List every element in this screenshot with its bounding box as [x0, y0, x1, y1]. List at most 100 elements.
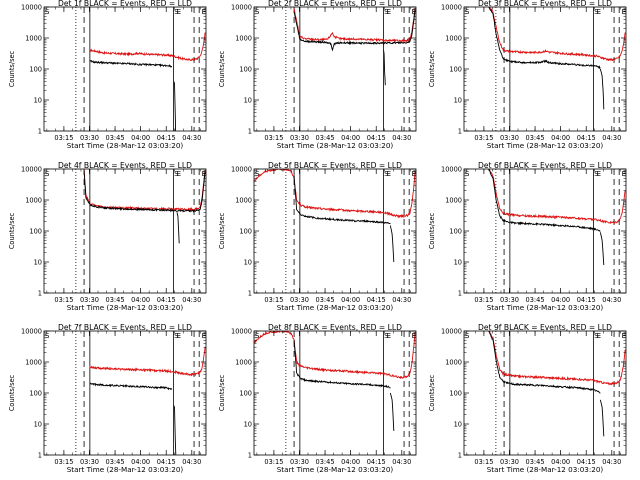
y-tick-label: 1000	[235, 358, 252, 366]
x-tick-label: 04:30	[392, 296, 411, 304]
y-tick-label: 1000	[25, 34, 42, 42]
y-tick-label: 10	[34, 420, 42, 428]
events-tail-line	[600, 232, 603, 265]
lld-series-line	[84, 169, 205, 210]
y-tick-label: 100	[29, 227, 42, 235]
x-tick-label: 04:30	[602, 296, 621, 304]
x-axis-label: Start Time (28-Mar-12 03:03:20)	[487, 303, 604, 312]
y-axis-label: Counts/sec	[218, 374, 226, 411]
y-axis-label: Counts/sec	[218, 212, 226, 249]
y-tick-label: 1000	[445, 34, 462, 42]
y-tick-label: 10	[454, 420, 462, 428]
plot-frame	[464, 7, 626, 131]
plot-frame	[254, 331, 416, 455]
y-tick-label: 10000	[21, 165, 42, 173]
events-tail-line	[600, 69, 603, 109]
events-series-line	[294, 175, 390, 224]
events-series-line	[90, 61, 172, 68]
y-tick-label: 10	[244, 96, 252, 104]
y-tick-label: 100	[239, 65, 252, 73]
plot-frame	[254, 7, 416, 131]
x-axis-label: Start Time (28-Mar-12 03:03:20)	[487, 141, 604, 150]
y-tick-label: 10000	[231, 327, 252, 335]
panel-det-4f: Det 4f BLACK = Events, RED = LLDS SE E1101…	[8, 161, 206, 312]
e-marker: E	[177, 170, 181, 178]
y-tick-label: 10	[454, 258, 462, 266]
events-tail-line	[390, 226, 393, 263]
e-marker: E	[387, 8, 391, 16]
y-tick-label: 1000	[25, 358, 42, 366]
y-tick-label: 10000	[21, 327, 42, 335]
lld-series-line	[294, 8, 415, 41]
events-series-line	[84, 170, 205, 212]
x-axis-label: Start Time (28-Mar-12 03:03:20)	[487, 465, 604, 474]
y-tick-label: 10	[34, 258, 42, 266]
y-tick-label: 1000	[445, 196, 462, 204]
events-series-line	[90, 383, 172, 389]
y-tick-label: 10000	[231, 165, 252, 173]
y-axis-label: Counts/sec	[428, 212, 436, 249]
e-marker: E	[177, 8, 181, 16]
e-marker: E	[597, 170, 601, 178]
y-tick-label: 100	[449, 65, 462, 73]
y-tick-label: 1	[248, 289, 252, 297]
x-tick-label: 04:30	[182, 296, 201, 304]
events-series-line	[294, 10, 415, 50]
e-marker: E	[597, 8, 601, 16]
y-tick-label: 100	[29, 65, 42, 73]
y-axis-label: Counts/sec	[428, 374, 436, 411]
events-series-line	[294, 340, 390, 388]
y-tick-label: 1	[248, 451, 252, 459]
e-marker: E	[597, 332, 601, 340]
x-axis-label: Start Time (28-Mar-12 03:03:20)	[67, 141, 184, 150]
y-tick-label: 1	[248, 127, 252, 135]
y-axis-label: Counts/sec	[8, 212, 16, 249]
events-series-line	[489, 169, 601, 231]
y-axis-label: Counts/sec	[428, 50, 436, 87]
y-tick-label: 100	[449, 227, 462, 235]
e-marker: E	[177, 332, 181, 340]
y-tick-label: 1	[458, 451, 462, 459]
y-tick-label: 100	[449, 389, 462, 397]
x-tick-label: 04:30	[392, 458, 411, 466]
events-tail-line	[600, 400, 603, 436]
lld-series-line	[489, 6, 625, 60]
plot-frame	[44, 331, 206, 455]
x-axis-label: Start Time (28-Mar-12 03:03:20)	[277, 141, 394, 150]
y-tick-label: 10	[244, 258, 252, 266]
events-tail-line	[390, 393, 393, 431]
panel-det-5f: Det 5f BLACK = Events, RED = LLDS SE E1101…	[218, 161, 416, 312]
plot-frame	[44, 7, 206, 131]
y-tick-label: 1000	[235, 196, 252, 204]
x-axis-label: Start Time (28-Mar-12 03:03:20)	[277, 465, 394, 474]
x-axis-label: Start Time (28-Mar-12 03:03:20)	[67, 303, 184, 312]
events-series-line	[489, 7, 601, 68]
x-tick-label: 04:30	[182, 458, 201, 466]
lld-series-line	[90, 33, 205, 61]
e-marker: E	[387, 170, 391, 178]
y-tick-label: 1000	[445, 358, 462, 366]
lld-series-line	[489, 169, 625, 223]
lld-series-line	[90, 347, 205, 375]
x-tick-label: 04:30	[392, 134, 411, 142]
y-tick-label: 100	[29, 389, 42, 397]
y-axis-label: Counts/sec	[218, 50, 226, 87]
x-axis-label: Start Time (28-Mar-12 03:03:20)	[67, 465, 184, 474]
lld-series-line	[489, 331, 625, 385]
x-axis-label: Start Time (28-Mar-12 03:03:20)	[277, 303, 394, 312]
plot-frame	[44, 169, 206, 293]
y-tick-label: 1000	[25, 196, 42, 204]
y-tick-label: 10000	[441, 3, 462, 11]
events-series-line	[489, 332, 601, 393]
y-tick-label: 100	[239, 227, 252, 235]
panel-det-3f: Det 3f BLACK = Events, RED = LLDS SE E1101…	[428, 0, 626, 150]
y-tick-label: 1	[38, 289, 42, 297]
y-axis-label: Counts/sec	[8, 50, 16, 87]
y-tick-label: 100	[239, 389, 252, 397]
y-tick-label: 10000	[441, 327, 462, 335]
y-tick-label: 10000	[441, 165, 462, 173]
detector-lightcurves-figure: Det 1f BLACK = Events, RED = LLDS SE E1101…	[0, 0, 640, 480]
